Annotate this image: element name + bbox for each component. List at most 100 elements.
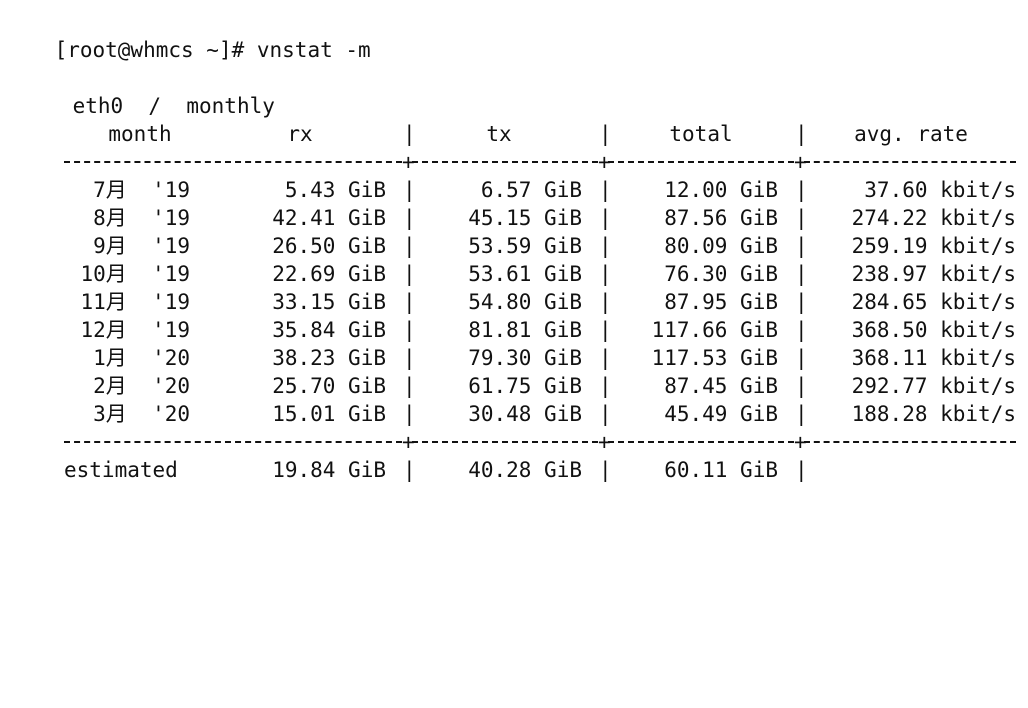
column-separator: |: [795, 458, 808, 482]
cell-total: 45.49 GiB: [664, 402, 778, 426]
cell-rx: 5.43 GiB: [284, 178, 386, 202]
divider-plus: +: [402, 150, 415, 174]
header-avg-rate: avg. rate: [854, 122, 968, 146]
column-separator: |: [795, 178, 808, 202]
column-separator: |: [795, 262, 808, 286]
cell-month: 12月 '19: [80, 318, 190, 342]
column-separator: |: [403, 122, 416, 146]
table-row: 3月 '20 15.01 GiB | 30.48 GiB | 45.49 GiB | 188.…: [0, 400, 1028, 428]
table-row: 10月 '19 22.69 GiB | 53.61 GiB | 76.30 GiB | 238…: [0, 260, 1028, 288]
interface-title: eth0 / monthly: [22, 64, 275, 118]
cell-month: 7月 '19: [93, 178, 190, 202]
column-separator: |: [403, 178, 416, 202]
table-row: 11月 '19 33.15 GiB | 54.80 GiB | 87.95 GiB | 284…: [0, 288, 1028, 316]
cell-total: 76.30 GiB: [664, 262, 778, 286]
column-separator: |: [795, 122, 808, 146]
cell-tx: 45.15 GiB: [468, 206, 582, 230]
cell-rx: 22.69 GiB: [272, 262, 386, 286]
column-separator: |: [795, 402, 808, 426]
divider-plus: +: [794, 150, 807, 174]
cell-rx: 33.15 GiB: [272, 290, 386, 314]
divider-segment: [608, 161, 794, 163]
header-tx: tx: [486, 122, 512, 146]
column-separator: |: [599, 374, 612, 398]
column-separator: |: [599, 458, 612, 482]
divider-plus: +: [794, 430, 807, 454]
cell-avg-rate: 37.60 kbit/s: [864, 178, 1016, 202]
cell-tx: 61.75 GiB: [468, 374, 582, 398]
cell-tx: 79.30 GiB: [468, 346, 582, 370]
cell-tx: 54.80 GiB: [468, 290, 582, 314]
estimated-row: estimated 19.84 GiB | 40.28 GiB | 60.11 …: [0, 456, 1028, 484]
cell-rx: 26.50 GiB: [272, 234, 386, 258]
column-separator: |: [599, 122, 612, 146]
cell-tx: 81.81 GiB: [468, 318, 582, 342]
header-month: month: [108, 122, 172, 146]
divider-segment: [804, 441, 1016, 443]
cell-rx: 25.70 GiB: [272, 374, 386, 398]
column-separator: |: [795, 234, 808, 258]
header-total: total: [669, 122, 733, 146]
cell-month: 10月 '19: [80, 262, 190, 286]
column-separator: |: [599, 262, 612, 286]
command-prompt-line: [root@whmcs ~]# vnstat -m: [4, 8, 371, 62]
divider-segment: [64, 161, 402, 163]
table-divider-bottom: + + +: [64, 428, 1016, 456]
divider-segment: [804, 161, 1016, 163]
cell-rx: 15.01 GiB: [272, 402, 386, 426]
cell-total: 12.00 GiB: [664, 178, 778, 202]
cell-month: 11月 '19: [80, 290, 190, 314]
column-separator: |: [599, 290, 612, 314]
cell-avg-rate: 292.77 kbit/s: [851, 374, 1016, 398]
column-separator: |: [403, 290, 416, 314]
cell-month: 8月 '19: [93, 206, 190, 230]
cell-total: 117.66 GiB: [651, 318, 778, 342]
header-rx: rx: [287, 122, 313, 146]
cell-rx: 35.84 GiB: [272, 318, 386, 342]
table-row: 1月 '20 38.23 GiB | 79.30 GiB | 117.53 GiB | 368…: [0, 344, 1028, 372]
column-separator: |: [795, 346, 808, 370]
table-row: 8月 '19 42.41 GiB | 45.15 GiB | 87.56 GiB | 274.…: [0, 204, 1028, 232]
column-separator: |: [599, 178, 612, 202]
cell-avg-rate: 368.11 kbit/s: [851, 346, 1016, 370]
divider-segment: [412, 441, 598, 443]
column-separator: |: [599, 318, 612, 342]
cell-tx: 30.48 GiB: [468, 402, 582, 426]
cell-avg-rate: 274.22 kbit/s: [851, 206, 1016, 230]
cell-total: 80.09 GiB: [664, 234, 778, 258]
cell-month: 2月 '20: [93, 374, 190, 398]
cell-total: 87.45 GiB: [664, 374, 778, 398]
table-row: 9月 '19 26.50 GiB | 53.59 GiB | 80.09 GiB | 259.…: [0, 232, 1028, 260]
terminal-window[interactable]: [root@whmcs ~]# vnstat -m eth0 / monthly…: [0, 0, 1028, 484]
column-separator: |: [403, 318, 416, 342]
column-separator: |: [599, 346, 612, 370]
column-separator: |: [795, 206, 808, 230]
cell-total: 87.95 GiB: [664, 290, 778, 314]
column-separator: |: [795, 374, 808, 398]
estimated-label: estimated: [64, 458, 178, 482]
cell-month: 3月 '20: [93, 402, 190, 426]
divider-segment: [64, 441, 402, 443]
cell-avg-rate: 368.50 kbit/s: [851, 318, 1016, 342]
estimated-rx: 19.84 GiB: [272, 458, 386, 482]
estimated-total: 60.11 GiB: [664, 458, 778, 482]
cell-rx: 38.23 GiB: [272, 346, 386, 370]
table-header-row: month rx | tx | total | avg. rate: [0, 120, 1028, 148]
divider-plus: +: [598, 150, 611, 174]
column-separator: |: [403, 346, 416, 370]
table-row: 2月 '20 25.70 GiB | 61.75 GiB | 87.45 GiB | 292.…: [0, 372, 1028, 400]
cell-rx: 42.41 GiB: [272, 206, 386, 230]
cell-tx: 53.61 GiB: [468, 262, 582, 286]
column-separator: |: [403, 262, 416, 286]
column-separator: |: [599, 402, 612, 426]
column-separator: |: [599, 206, 612, 230]
estimated-tx: 40.28 GiB: [468, 458, 582, 482]
cell-avg-rate: 259.19 kbit/s: [851, 234, 1016, 258]
cell-month: 1月 '20: [93, 346, 190, 370]
cell-avg-rate: 284.65 kbit/s: [851, 290, 1016, 314]
column-separator: |: [403, 374, 416, 398]
command-prompt: [root@whmcs ~]# vnstat -m: [54, 38, 371, 62]
column-separator: |: [599, 234, 612, 258]
table-row: 12月 '19 35.84 GiB | 81.81 GiB | 117.66 GiB | 36…: [0, 316, 1028, 344]
interface-title-text: eth0 / monthly: [72, 94, 275, 118]
